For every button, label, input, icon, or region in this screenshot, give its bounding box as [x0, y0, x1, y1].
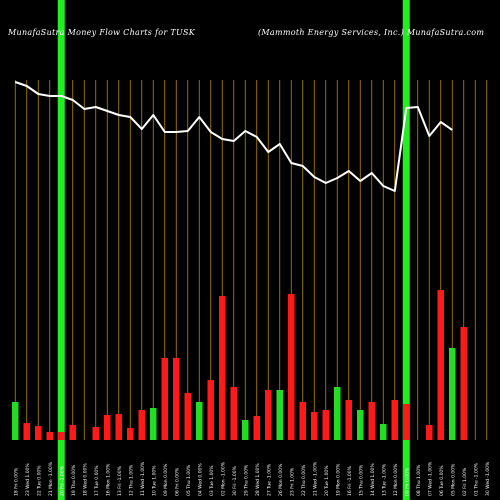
x-tick-label: 30 Wed -1.00%: [485, 461, 491, 496]
x-tick-label: 26 Mon 0.00%: [278, 463, 284, 496]
x-tick-label: 23 Fri 1.00%: [289, 467, 295, 496]
x-tick-label: 15 Thu 0.00%: [358, 464, 364, 496]
bar: [58, 432, 65, 440]
bar: [35, 426, 42, 440]
bar: [449, 348, 456, 440]
bar: [230, 387, 237, 440]
x-tick-label: 10 Tue 1.00%: [151, 465, 157, 496]
x-tick-label: 02 Fri 1.00%: [462, 467, 468, 496]
x-tick-label: 29 Thu 0.00%: [243, 464, 249, 496]
bar: [115, 414, 122, 440]
bar: [242, 420, 249, 440]
x-tick-label: 05 Thu 1.00%: [186, 464, 192, 496]
bar: [345, 400, 352, 440]
bar: [184, 393, 191, 440]
bar: [219, 296, 226, 440]
line-series: [14, 81, 453, 192]
price-line: [14, 81, 453, 192]
bar: [380, 424, 387, 440]
x-tick-label: 09 Mon 0.00%: [163, 463, 169, 496]
x-tick-label: 16 Mon 1.00%: [105, 463, 111, 496]
bar: [253, 416, 260, 440]
bar: [276, 390, 283, 440]
highlight-bands: [57, 0, 410, 500]
bar: [368, 402, 375, 440]
x-tick-label: 16 Fri -1.00%: [347, 465, 353, 496]
bar: [391, 400, 398, 440]
chart-title: MunafaSutra Money Flow Charts for TUSK: [8, 28, 196, 37]
bar: [334, 387, 341, 440]
x-tick-label: 30 Fri -1.00%: [232, 465, 238, 496]
x-tick-label: 07 Wed -1.00%: [427, 461, 433, 496]
bar: [138, 410, 145, 440]
money-flow-bars: [12, 290, 467, 440]
x-tick-label: 27 Tue -1.00%: [266, 463, 272, 496]
x-tick-label: 09 Fri 0.00%: [404, 467, 410, 496]
x-tick-label: 01 Thu -1.00%: [473, 462, 479, 496]
bar: [265, 390, 272, 440]
bar: [460, 327, 467, 440]
bar: [403, 404, 410, 440]
x-tick-label: 28 Wed 1.00%: [255, 463, 261, 496]
chart-subtitle: (Mammoth Energy Services, Inc.) MunafaSu…: [258, 28, 485, 37]
bar: [288, 294, 295, 440]
bar: [92, 427, 99, 440]
bar: [426, 425, 433, 440]
bar: [127, 428, 134, 440]
x-tick-label: 21 Wed -1.00%: [312, 461, 318, 496]
x-tick-label: 22 Thu 0.00%: [301, 464, 307, 496]
bar: [173, 358, 180, 440]
x-tick-label: 18 Wed 0.00%: [82, 463, 88, 496]
bar: [311, 412, 318, 440]
x-tick-label: 12 Mon 0.00%: [393, 463, 399, 496]
bar: [104, 415, 111, 440]
x-tick-label: 23 Wed 1.00%: [25, 463, 31, 496]
x-tick-label: 14 Wed 1.00%: [370, 463, 376, 496]
x-tick-label: 21 Mon -1.00%: [48, 461, 54, 496]
bar: [161, 358, 168, 440]
x-tick-label: 06 Tue 0.00%: [439, 465, 445, 496]
bar: [69, 425, 76, 440]
x-tick-label: 03 Tue 1.00%: [209, 465, 215, 496]
x-tick-label: 02 Mon -1.00%: [220, 461, 226, 496]
x-tick-label: 20 Fri -1.00%: [59, 465, 65, 496]
x-tick-label: 13 Fri -1.00%: [117, 465, 123, 496]
x-tick-label: 19 Thu 0.00%: [71, 464, 77, 496]
bar: [12, 402, 19, 440]
x-tick-label: 18 Fri 0.00%: [13, 467, 19, 496]
x-tick-label: 05 Mon 0.00%: [450, 463, 456, 496]
highlight-band: [402, 0, 410, 500]
x-tick-label: 22 Tue 0.00%: [36, 465, 42, 496]
x-tick-label: 20 Tue 1.00%: [324, 465, 330, 496]
bar: [437, 290, 444, 440]
bar: [299, 402, 306, 440]
bar: [196, 402, 203, 440]
bar: [357, 410, 364, 440]
bar: [322, 410, 329, 440]
x-tick-label: 04 Wed 0.00%: [197, 463, 203, 496]
x-tick-label: 06 Fri 0.00%: [174, 467, 180, 496]
x-tick-label: 12 Thu 1.00%: [128, 464, 134, 496]
highlight-band: [57, 0, 65, 500]
bar: [46, 432, 53, 440]
x-tick-label: 19 Mon 0.00%: [335, 463, 341, 496]
bar: [150, 408, 157, 440]
x-tick-label: 08 Thu 1.00%: [416, 464, 422, 496]
x-tick-label: 17 Tue 0.00%: [94, 465, 100, 496]
x-axis-labels: 18 Fri 0.00% 23 Wed 1.00% 22 Tue 0.00% 21 M…: [13, 461, 491, 496]
x-tick-label: 13 Tue -1.00%: [381, 463, 387, 496]
x-tick-label: 11 Wed -1.00%: [140, 461, 146, 496]
bar: [207, 380, 214, 440]
bar: [23, 423, 30, 440]
